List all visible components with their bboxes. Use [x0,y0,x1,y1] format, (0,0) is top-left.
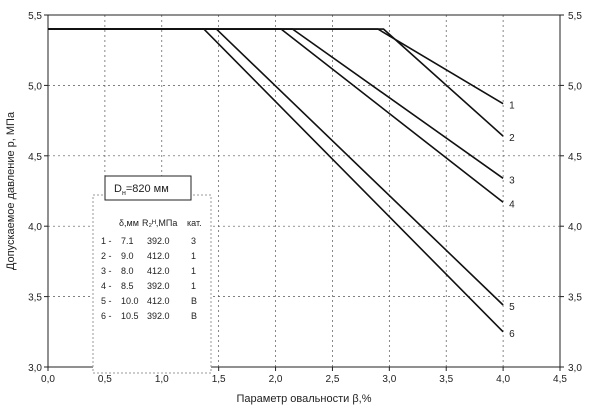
legend-cell: B [191,311,197,321]
x-tick-label: 2,0 [269,374,283,385]
y-tick-label-right: 3,5 [568,293,582,304]
legend-cell: 5 - [101,296,112,306]
legend-cell: 412.0 [147,296,170,306]
plot-area-border [47,14,561,368]
series-label-3: 3 [509,175,515,186]
axis-ticks: 0,0 0,5 1,0 1,5 2,0 2,5 3,0 3,5 4,0 4,53,0 3,03,5 3… [28,11,582,385]
legend-cell: 8.0 [121,266,134,276]
y-tick-label-left: 4,5 [28,152,42,163]
series-label-4: 4 [509,199,515,210]
x-tick-label: 0,0 [41,374,55,385]
x-tick-label: 3,5 [439,374,453,385]
y-tick-label-left: 5,0 [28,81,42,92]
legend-cell: 392.0 [147,236,170,246]
series-label-6: 6 [509,329,515,340]
x-axis-title: Параметр овальности β,% [237,393,372,405]
x-tick-label: 1,5 [212,374,226,385]
legend-cell: B [191,296,197,306]
legend-title-box [104,175,192,201]
legend-cell: 1 [191,251,196,261]
series-label-1: 1 [509,101,515,112]
legend-cell: 1 [191,281,196,291]
y-tick-label-left: 5,5 [28,11,42,22]
y-tick-label-right: 5,5 [568,11,582,22]
legend-title-d: D [114,183,122,195]
series-label-2: 2 [509,133,515,144]
legend-rows: 1 - 7.1 392.0 3 2 - 9.0 412.0 1 3 - 8.0 412.0 1 4 - 8… [101,236,197,321]
legend-cell: 3 - [101,266,112,276]
series-label-5: 5 [509,302,515,313]
x-tick-label: 0,5 [98,374,112,385]
legend-frame [92,194,212,374]
legend-title-rest: =820 мм [126,183,169,195]
y-axis-title: Допускаемое давление p, МПа [5,111,17,270]
legend-title-sub: н [122,190,126,197]
legend-cell: 1 - [101,236,112,246]
legend-col-thickness: δ,мм [119,218,139,228]
x-tick-label: 3,0 [382,374,396,385]
legend-cell: 2 - [101,251,112,261]
legend-cell: 412.0 [147,266,170,276]
y-tick-label-left: 3,5 [28,293,42,304]
legend-cell: 392.0 [147,281,170,291]
legend-cell: 6 - [101,311,112,321]
legend-box: Dн=820 мм δ,мм R₂ᴴ,МПа кат. 1 - 7.1 392.0 3… [92,175,212,374]
y-tick-label-right: 3,0 [568,363,582,374]
legend-cell: 1 [191,266,196,276]
x-tick-label: 1,0 [155,374,169,385]
legend-col-strength: R₂ᴴ,МПа [142,218,177,228]
legend-title: Dн=820 мм [114,183,169,197]
series-lines: 1 2 3 4 5 6 [48,28,515,340]
y-tick-label-left: 4,0 [28,222,42,233]
x-tick-label: 2,5 [325,374,339,385]
y-tick-label-right: 4,0 [568,222,582,233]
legend-cell: 9.0 [121,251,134,261]
legend-cell: 8.5 [121,281,134,291]
x-tick-label: 4,5 [553,374,567,385]
y-tick-label-left: 3,0 [28,363,42,374]
series-line-6 [48,28,504,333]
legend-cell: 10.0 [121,296,139,306]
legend-cell: 4 - [101,281,112,291]
y-tick-label-right: 4,5 [568,152,582,163]
legend-col-category: кат. [187,218,202,228]
legend-cell: 7.1 [121,236,134,246]
y-tick-label-right: 5,0 [568,81,582,92]
grid-lines [48,15,560,367]
legend-cell: 392.0 [147,311,170,321]
legend-cell: 3 [191,236,196,246]
legend-cell: 10.5 [121,311,139,321]
legend-cell: 412.0 [147,251,170,261]
x-tick-label: 4,0 [496,374,510,385]
